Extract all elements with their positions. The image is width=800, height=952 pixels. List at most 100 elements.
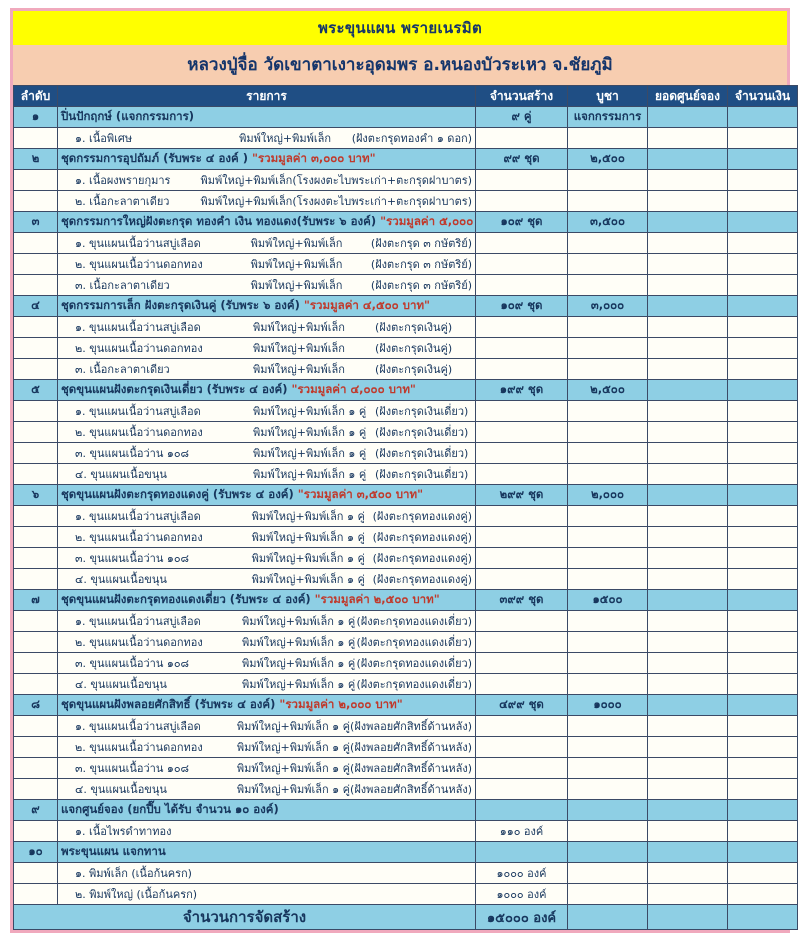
cell-item: ปิ่นปักฤกษ์ (แจกกรรมการ)	[57, 106, 476, 128]
cell-amount	[727, 799, 798, 821]
item-name: ๓. เนื้อกะลาตาเดียว	[75, 363, 170, 376]
cell-no: ๑	[13, 106, 58, 128]
item-name: ๑. ขุนแผนเนื้อว่านสบู่เลือด	[75, 510, 201, 523]
total-qty: ๑๕๐๐๐ องค์	[475, 904, 568, 930]
cell-no	[13, 127, 58, 149]
cell-no	[13, 421, 58, 443]
table-row: ๒. เนื้อกะลาตาเดียว พิมพ์ใหญ่+พิมพ์เล็ก (โ…	[13, 190, 798, 212]
cell-no	[13, 883, 58, 905]
cell-quantity	[475, 652, 568, 674]
cell-item: ๔. ขุนแผนเนื้อขนุน พิมพ์ใหญ่+พิมพ์เล็ก ๑ …	[57, 778, 476, 800]
cell-reserved	[647, 820, 728, 842]
item-name: ๑. เนื้อไพรดำทาทอง	[75, 825, 172, 838]
cell-reserved	[647, 778, 728, 800]
cell-no	[13, 736, 58, 758]
total-row: จำนวนการจัดสร้าง ๑๕๐๐๐ องค์	[13, 904, 798, 930]
cell-quantity	[475, 127, 568, 149]
cell-price	[567, 253, 648, 275]
cell-price	[567, 715, 648, 737]
cell-no	[13, 610, 58, 632]
item-note: (ฝังตะกรุดทองแดงเดี่ยว)	[356, 678, 472, 691]
cell-reserved	[647, 883, 728, 905]
cell-amount	[727, 316, 798, 338]
section-title: ปิ่นปักฤกษ์ (แจกกรรมการ)	[61, 109, 195, 123]
item-name: ๔. ขุนแผนเนื้อขนุน	[75, 678, 167, 691]
cell-no: ๕	[13, 379, 58, 401]
cell-item: ๑. ขุนแผนเนื้อว่านสบู่เลือด พิมพ์ใหญ่+พิม…	[57, 316, 476, 338]
table-row: ๔. ขุนแผนเนื้อขนุน พิมพ์ใหญ่+พิมพ์เล็ก ๑ …	[13, 568, 798, 590]
item-name: ๒. ขุนแผนเนื้อว่านดอกทอง	[75, 741, 203, 754]
section-value-note: "รวมมูลค่า ๔,๕๐๐ บาท"	[299, 298, 431, 312]
table-row: ๒. พิมพ์ใหญ่ (เนื้อก้นครก) ๑๐๐๐ องค์	[13, 883, 798, 905]
cell-no	[13, 190, 58, 212]
cell-no	[13, 547, 58, 569]
cell-price	[567, 736, 648, 758]
cell-no	[13, 169, 58, 191]
cell-quantity: ๑๐๐๐ องค์	[475, 883, 568, 905]
item-name: ๔. ขุนแผนเนื้อขนุน	[75, 468, 167, 481]
cell-reserved	[647, 547, 728, 569]
table-row: ๑. เนื้อผงพรายกุมาร พิมพ์ใหญ่+พิมพ์เล็ก (โ…	[13, 169, 798, 191]
table-row: ๑. เนื้อไพรดำทาทอง ๑๑๐ องค์	[13, 820, 798, 842]
table-row: ๑. ขุนแผนเนื้อว่านสบู่เลือด พิมพ์ใหญ่+พิม…	[13, 232, 798, 254]
item-name: ๑. ขุนแผนเนื้อว่านสบู่เลือด	[75, 321, 201, 334]
cell-quantity	[475, 169, 568, 191]
cell-quantity	[475, 736, 568, 758]
item-mold: พิมพ์ใหญ่+พิมพ์เล็ก ๑ คู่	[251, 531, 365, 544]
table-row: ๒. ขุนแผนเนื้อว่านดอกทอง พิมพ์ใหญ่+พิมพ์เ…	[13, 526, 798, 548]
cell-item: ชุดขุนแผนฝังตะกรุดเงินเดี่ยว (รับพระ ๔ อ…	[57, 379, 476, 401]
cell-reserved	[647, 421, 728, 443]
cell-item: ๑. เนื้อไพรดำทาทอง	[57, 820, 476, 842]
item-name: ๓. เนื้อกะลาตาเดียว	[75, 279, 170, 292]
cell-item: ๒. เนื้อกะลาตาเดียว พิมพ์ใหญ่+พิมพ์เล็ก (โ…	[57, 190, 476, 212]
cell-quantity	[475, 631, 568, 653]
cell-amount	[727, 820, 798, 842]
cell-price	[567, 232, 648, 254]
item-mold: พิมพ์ใหญ่+พิมพ์เล็ก	[253, 321, 345, 334]
cell-price	[567, 841, 648, 863]
cell-price	[567, 610, 648, 632]
cell-reserved	[647, 610, 728, 632]
cell-reserved	[647, 148, 728, 170]
cell-price	[567, 757, 648, 779]
cell-item: ๒. ขุนแผนเนื้อว่านดอกทอง พิมพ์ใหญ่+พิมพ์เ…	[57, 736, 476, 758]
cell-item: ๓. ขุนแผนเนื้อว่าน ๑๐๘ พิมพ์ใหญ่+พิมพ์เล็…	[57, 442, 476, 464]
cell-item: ๔. ขุนแผนเนื้อขนุน พิมพ์ใหญ่+พิมพ์เล็ก ๑ …	[57, 568, 476, 590]
cell-item: แจกศูนย์จอง (ยกปี๊บ ได้รับ จำนวน ๑๐ องค์…	[57, 799, 476, 821]
cell-amount	[727, 526, 798, 548]
cell-price	[567, 400, 648, 422]
table-row: ๓. ขุนแผนเนื้อว่าน ๑๐๘ พิมพ์ใหญ่+พิมพ์เล็…	[13, 547, 798, 569]
cell-no: ๔	[13, 295, 58, 317]
item-mold: พิมพ์ใหญ่+พิมพ์เล็ก	[250, 279, 343, 292]
cell-item: พระขุนแผน แจกทาน	[57, 841, 476, 863]
cell-reserved	[647, 127, 728, 149]
table-row: ๒. ขุนแผนเนื้อว่านดอกทอง พิมพ์ใหญ่+พิมพ์เ…	[13, 337, 798, 359]
item-name: ๒. พิมพ์ใหญ่ (เนื้อก้นครก)	[75, 888, 198, 901]
cell-amount	[727, 379, 798, 401]
cell-no	[13, 673, 58, 695]
amulet-price-table: ลำดับ รายการ จำนวนสร้าง บูชา ยอดศูนย์จอง…	[13, 85, 798, 930]
cell-amount	[727, 253, 798, 275]
table-row: ๒. ขุนแผนเนื้อว่านดอกทอง พิมพ์ใหญ่+พิมพ์เ…	[13, 421, 798, 443]
table-row: ๓. เนื้อกะลาตาเดียว พิมพ์ใหญ่+พิมพ์เล็ก (ฝ…	[13, 358, 798, 380]
cell-quantity	[475, 841, 568, 863]
cell-reserved	[647, 106, 728, 128]
cell-price	[567, 442, 648, 464]
table-row: ๓. ขุนแผนเนื้อว่าน ๑๐๘ พิมพ์ใหญ่+พิมพ์เล็…	[13, 442, 798, 464]
section-value-note: "รวมมูลค่า ๓,๐๐๐ บาท"	[247, 151, 376, 165]
item-note: (ฝังพลอยศักสิทธิ์ด้านหลัง)	[350, 762, 472, 775]
cell-no: ๒	[13, 148, 58, 170]
cell-amount	[727, 211, 798, 233]
cell-amount	[727, 463, 798, 485]
item-name: ๒. ขุนแผนเนื้อว่านดอกทอง	[75, 636, 203, 649]
cell-price	[567, 799, 648, 821]
item-name: ๒. ขุนแผนเนื้อว่านดอกทอง	[75, 531, 203, 544]
item-note: (ฝังพลอยศักสิทธิ์ด้านหลัง)	[350, 783, 472, 796]
cell-reserved	[647, 526, 728, 548]
section-title: ชุดกรรมการใหญ่ฝังตะกรุด ทองคำ เงิน ทองแด…	[61, 214, 377, 228]
table-row: ๓. ขุนแผนเนื้อว่าน ๑๐๘ พิมพ์ใหญ่+พิมพ์เล็…	[13, 652, 798, 674]
cell-item: ๒. ขุนแผนเนื้อว่านดอกทอง พิมพ์ใหญ่+พิมพ์เ…	[57, 253, 476, 275]
cell-amount	[727, 589, 798, 611]
item-note: (ฝังพลอยศักสิทธิ์ด้านหลัง)	[350, 720, 472, 733]
